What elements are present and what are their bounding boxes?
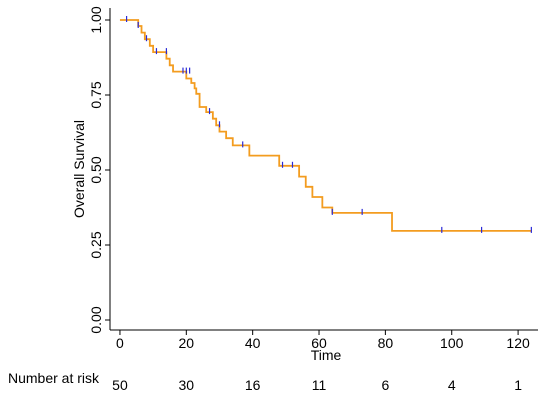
risk-count: 50 (112, 377, 128, 393)
risk-count: 11 (312, 377, 327, 393)
y-tick-label: 0.75 (88, 81, 104, 108)
y-tick-label: 1.00 (88, 6, 104, 33)
y-ticks: 0.00 0.25 0.50 0.75 1.00 (88, 6, 110, 334)
x-tick-label: 0 (116, 335, 124, 351)
survival-curve (119, 19, 532, 232)
y-tick-label: 0.50 (88, 156, 104, 183)
x-tick-label: 40 (245, 335, 261, 351)
x-axis-title: Time (311, 347, 342, 363)
x-tick-label: 20 (179, 335, 195, 351)
y-axis-title: Overall Survival (71, 120, 87, 218)
risk-count: 1 (514, 377, 522, 393)
risk-table: 50 30 16 11 6 4 1 (112, 377, 522, 393)
x-tick-label: 120 (506, 335, 530, 351)
x-ticks: 0 20 40 60 80 100 120 (116, 330, 530, 351)
risk-count: 6 (381, 377, 389, 393)
axes: 0 20 40 60 80 100 120 0.00 0.25 0.50 0.75 1.00 (88, 6, 538, 351)
risk-count: 16 (245, 377, 261, 393)
risk-table-label: Number at risk (8, 370, 100, 386)
x-tick-label: 80 (378, 335, 394, 351)
survival-step-line (119, 19, 532, 232)
x-tick-label: 100 (440, 335, 464, 351)
risk-count: 4 (448, 377, 456, 393)
x-tick-label: 60 (311, 335, 327, 351)
censor-marks (125, 16, 532, 233)
risk-count: 30 (179, 377, 195, 393)
y-tick-label: 0.25 (88, 231, 104, 258)
y-tick-label: 0.00 (88, 306, 104, 333)
